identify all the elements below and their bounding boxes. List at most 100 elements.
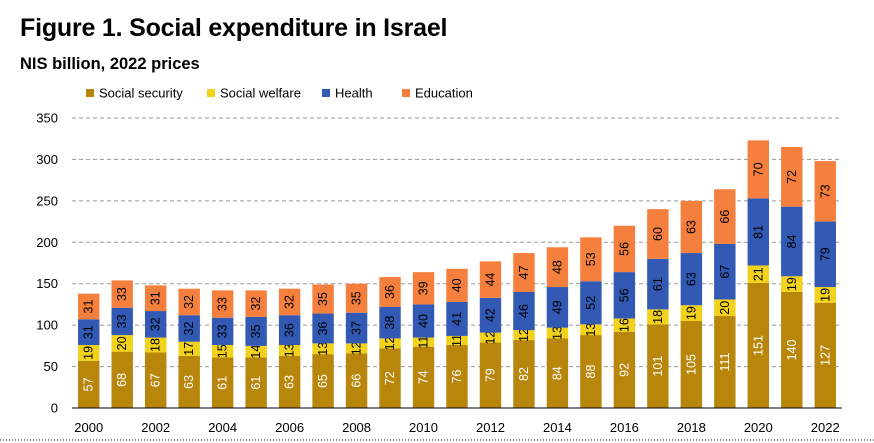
bar-segment [613, 272, 636, 319]
bar-segment [111, 351, 133, 408]
bar-segment [747, 265, 770, 283]
y-tick-label: 50 [44, 359, 58, 374]
bar-segment [546, 247, 569, 288]
x-tick-label: 2016 [610, 420, 639, 435]
data-label: 44 [483, 273, 497, 287]
data-label: 40 [417, 314, 431, 328]
bar-segment [78, 293, 100, 320]
data-label: 101 [651, 356, 665, 377]
data-label: 48 [550, 260, 564, 274]
bar-segment [479, 342, 502, 408]
bar-segment [747, 198, 770, 266]
bar-segment [680, 305, 703, 321]
data-label: 35 [249, 324, 263, 338]
bar-segment [647, 209, 669, 259]
bar-segment [781, 292, 803, 408]
bar-segment [278, 345, 301, 356]
data-label: 33 [216, 324, 230, 338]
data-label: 60 [651, 227, 665, 241]
bar-segment [613, 331, 636, 408]
bar-segment [446, 345, 468, 408]
data-label: 88 [584, 365, 598, 379]
data-label: 63 [182, 375, 196, 389]
data-label: 12 [383, 336, 397, 350]
bar-segment [412, 272, 435, 305]
bar-segment [680, 321, 703, 408]
bar-segment [144, 311, 167, 338]
x-tick-label: 2018 [677, 420, 706, 435]
bar-segment [345, 312, 368, 344]
bar-segment [714, 189, 736, 244]
bar-segment [379, 338, 401, 349]
bar-segment [446, 268, 468, 302]
bar-segment [479, 297, 502, 333]
data-label: 35 [316, 292, 330, 306]
data-label: 38 [383, 316, 397, 330]
data-label: 65 [316, 374, 330, 388]
bar-segment [345, 343, 368, 354]
bar-segment [479, 261, 502, 298]
data-label: 61 [651, 277, 665, 291]
data-label: 12 [350, 341, 364, 355]
x-tick-label: 2004 [208, 420, 237, 435]
data-label: 13 [283, 343, 297, 357]
bar-segment [680, 253, 703, 306]
chart-subtitle: NIS billion, 2022 prices [20, 55, 200, 73]
bar-segment [245, 345, 267, 358]
bar-segment [714, 243, 736, 300]
data-label: 42 [483, 308, 497, 322]
data-label: 68 [115, 373, 129, 387]
bar-segment [78, 319, 100, 346]
bar-segment [78, 345, 100, 361]
data-label: 19 [818, 288, 832, 302]
bar-segment [479, 332, 502, 343]
data-label: 56 [617, 288, 631, 302]
bar-segment [580, 237, 602, 282]
data-label: 32 [283, 295, 297, 309]
data-label: 14 [249, 345, 263, 359]
data-label: 33 [115, 287, 129, 301]
data-label: 57 [82, 377, 96, 391]
x-tick-label: 2022 [811, 420, 840, 435]
data-label: 84 [785, 234, 799, 248]
data-label: 32 [182, 295, 196, 309]
data-label: 66 [718, 210, 732, 224]
legend-swatch [402, 89, 410, 97]
y-tick-label: 350 [36, 111, 58, 126]
data-label: 33 [115, 314, 129, 328]
data-label: 35 [350, 291, 364, 305]
data-label: 67 [149, 373, 163, 387]
data-label: 76 [450, 370, 464, 384]
data-label: 19 [785, 277, 799, 291]
bar-segment [412, 304, 435, 338]
data-label: 18 [149, 338, 163, 352]
data-label: 72 [383, 371, 397, 385]
legend-label: Social welfare [220, 86, 301, 101]
bar-segment [814, 302, 836, 408]
y-tick-label: 250 [36, 193, 58, 208]
bar-segment [613, 318, 636, 332]
bar-segment [312, 313, 334, 344]
y-tick-label: 150 [36, 276, 58, 291]
data-label: 36 [383, 285, 397, 299]
bar-segment [580, 335, 602, 408]
y-tick-label: 300 [36, 152, 58, 167]
data-label: 20 [115, 336, 129, 350]
data-label: 12 [483, 331, 497, 345]
data-label: 11 [450, 334, 464, 347]
x-tick-label: 2020 [744, 420, 773, 435]
data-label: 63 [684, 272, 698, 286]
bar-segment [513, 253, 535, 292]
x-tick-label: 2002 [141, 420, 170, 435]
x-tick-label: 2010 [409, 420, 438, 435]
bar-segment [446, 301, 468, 336]
bar-segment [144, 352, 167, 408]
bar-segment [546, 338, 569, 408]
data-label: 105 [684, 354, 698, 375]
data-label: 41 [450, 312, 464, 326]
data-label: 33 [216, 297, 230, 311]
bar-segment [647, 324, 669, 408]
bar-segment [379, 348, 401, 408]
bar-segment [211, 357, 234, 408]
